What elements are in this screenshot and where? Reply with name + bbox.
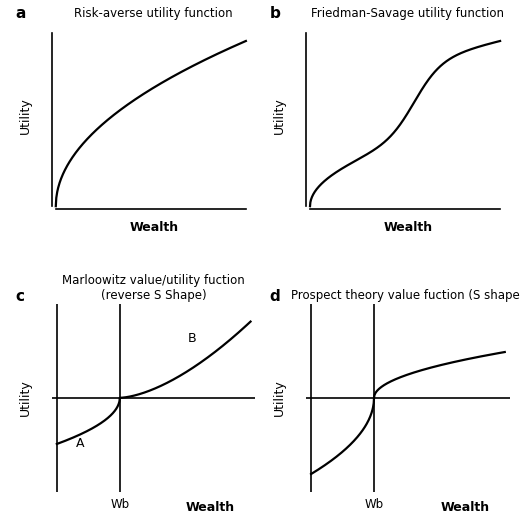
Text: b: b	[269, 6, 280, 21]
Y-axis label: Utility: Utility	[273, 97, 286, 134]
Text: a: a	[16, 6, 26, 21]
Y-axis label: Utility: Utility	[273, 379, 286, 416]
Title: Friedman-Savage utility function: Friedman-Savage utility function	[311, 7, 504, 20]
Y-axis label: Utility: Utility	[19, 379, 32, 416]
X-axis label: Wealth: Wealth	[383, 221, 433, 234]
Text: Wb: Wb	[110, 498, 129, 511]
X-axis label: Wealth: Wealth	[186, 501, 235, 514]
Title: Prospect theory value fuction (S shape): Prospect theory value fuction (S shape)	[291, 289, 520, 303]
X-axis label: Wealth: Wealth	[129, 221, 178, 234]
X-axis label: Wealth: Wealth	[440, 501, 489, 514]
Title: Marloowitz value/utility fuction
(reverse S Shape): Marloowitz value/utility fuction (revers…	[62, 275, 245, 303]
Text: B: B	[188, 332, 196, 345]
Y-axis label: Utility: Utility	[19, 97, 32, 134]
Title: Risk-averse utility function: Risk-averse utility function	[74, 7, 233, 20]
Text: d: d	[269, 289, 280, 304]
Text: c: c	[16, 289, 24, 304]
Text: Wb: Wb	[365, 498, 384, 511]
Text: A: A	[76, 437, 85, 450]
